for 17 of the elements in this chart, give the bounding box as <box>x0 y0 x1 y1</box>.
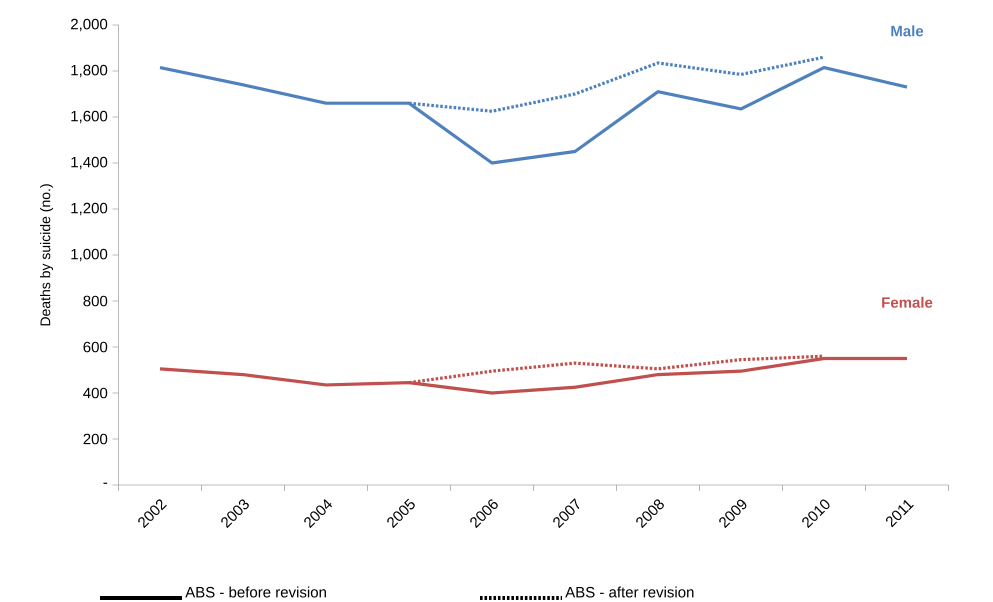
y-axis-title: Deaths by suicide (no.) <box>40 184 54 326</box>
line-series <box>158 356 909 395</box>
y-tick-label: 200 <box>84 434 108 444</box>
y-tick-label: 1,000 <box>71 248 108 262</box>
y-tick-label: 2,000 <box>71 18 108 32</box>
y-tick-label: 1,400 <box>71 156 108 170</box>
y-tick-label: 800 <box>83 296 108 306</box>
text: Female <box>882 296 932 308</box>
text: ABS - before revision <box>185 586 326 598</box>
y-tick-label: 1,600 <box>71 110 108 124</box>
text: Male <box>891 25 924 36</box>
y-tick-label: 600 <box>84 342 108 352</box>
y-tick-label: - <box>103 482 108 484</box>
y-tick-label: 1,800 <box>71 64 108 78</box>
text: ABS - after revision <box>565 586 694 598</box>
y-tick-label: 1,200 <box>71 202 108 216</box>
y-tick-label: 400 <box>83 388 108 398</box>
